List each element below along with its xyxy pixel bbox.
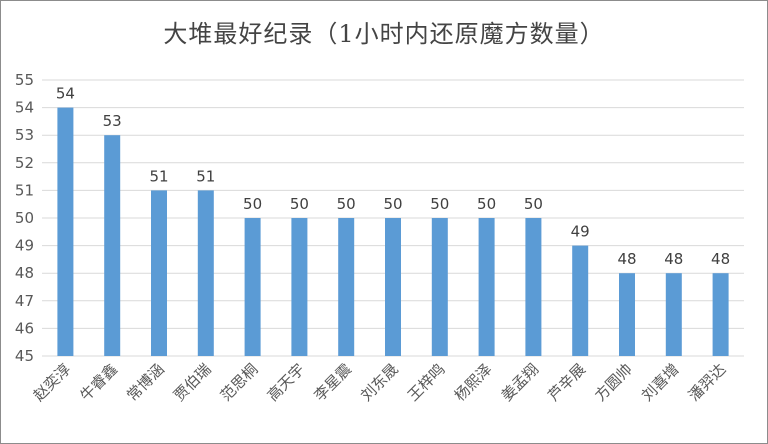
- y-tick-label-46: 46: [15, 319, 34, 337]
- bar-常博涵: [151, 190, 167, 356]
- category-label-李星震: 李星震: [310, 360, 355, 405]
- category-label-高天宇: 高天宇: [264, 360, 309, 405]
- data-labels: 54 53 51 51 50 50 50 50 50 50 50 49 48 48 48: [56, 85, 730, 269]
- category-label-姜孟翔: 姜孟翔: [498, 360, 543, 405]
- bar-范思桐: [244, 218, 261, 356]
- data-label-杨熙泽: 50: [477, 195, 496, 213]
- category-label-刘喜增: 刘喜增: [638, 360, 683, 405]
- category-label-牛睿鑫: 牛睿鑫: [76, 360, 121, 405]
- bar-赵奕淳: [57, 107, 74, 356]
- category-label-杨熙泽: 杨熙泽: [451, 360, 496, 405]
- data-label-牛睿鑫: 53: [103, 112, 122, 130]
- y-tick-label-55: 55: [15, 71, 34, 89]
- bar-牛睿鑫: [104, 135, 121, 356]
- y-tick-label-48: 48: [15, 264, 34, 282]
- y-tick-label-53: 53: [15, 126, 34, 144]
- bar-高天宇: [291, 218, 308, 356]
- bar-贾伯瑞: [197, 190, 214, 356]
- y-tick-label-54: 54: [15, 99, 34, 117]
- y-tick-label-50: 50: [15, 209, 34, 227]
- category-label-贾伯瑞: 贾伯瑞: [170, 360, 215, 405]
- data-label-王梓鸣: 50: [430, 195, 449, 213]
- bar-刘喜增: [665, 273, 682, 356]
- data-label-赵奕淳: 54: [56, 85, 75, 103]
- data-label-高天宇: 50: [290, 195, 309, 213]
- data-label-刘喜增: 48: [664, 250, 683, 268]
- data-label-范思桐: 50: [243, 195, 262, 213]
- category-label-王梓鸣: 王梓鸣: [404, 360, 449, 405]
- bar-芦辛展: [572, 245, 589, 356]
- y-tick-label-49: 49: [15, 237, 34, 255]
- y-tick-label-52: 52: [15, 154, 34, 172]
- bar-刘东晟: [385, 218, 401, 356]
- category-label-范思桐: 范思桐: [217, 360, 262, 405]
- category-label-赵奕淳: 赵奕淳: [30, 360, 75, 405]
- category-label-常博涵: 常博涵: [123, 360, 168, 405]
- data-label-潘羿达: 48: [711, 250, 730, 268]
- data-label-方圆帅: 48: [617, 250, 636, 268]
- bar-潘羿达: [712, 273, 729, 356]
- category-label-潘羿达: 潘羿达: [685, 360, 730, 405]
- category-label-芦辛展: 芦辛展: [544, 360, 589, 405]
- data-label-刘东晟: 50: [383, 195, 402, 213]
- y-tick-label-45: 45: [15, 347, 34, 365]
- category-label-刘东晟: 刘东晟: [357, 360, 402, 405]
- bars: [57, 107, 729, 356]
- bar-王梓鸣: [431, 218, 448, 356]
- y-tick-label-51: 51: [15, 181, 34, 199]
- data-label-姜孟翔: 50: [524, 195, 543, 213]
- data-label-芦辛展: 49: [571, 223, 590, 241]
- y-axis: 45 46 47 48 49 50 51 52 53 54 55: [15, 71, 34, 365]
- data-label-贾伯瑞: 51: [196, 167, 215, 185]
- x-axis-categories: 赵奕淳 牛睿鑫 常博涵 贾伯瑞 范思桐 高天宇 李星震 刘东晟 王梓鸣 杨熙泽 姜孟翔 芦辛展 方圆帅刘…: [30, 360, 730, 405]
- category-label-方圆帅: 方圆帅: [591, 360, 636, 405]
- bar-方圆帅: [619, 273, 635, 356]
- data-label-李星震: 50: [337, 195, 356, 213]
- bar-杨熙泽: [478, 218, 495, 356]
- y-tick-label-47: 47: [15, 292, 34, 310]
- bar-李星震: [338, 218, 355, 356]
- data-label-常博涵: 51: [149, 167, 168, 185]
- bar-姜孟翔: [525, 218, 542, 356]
- chart-title: 大堆最好纪录（1小时内还原魔方数量）: [163, 20, 605, 48]
